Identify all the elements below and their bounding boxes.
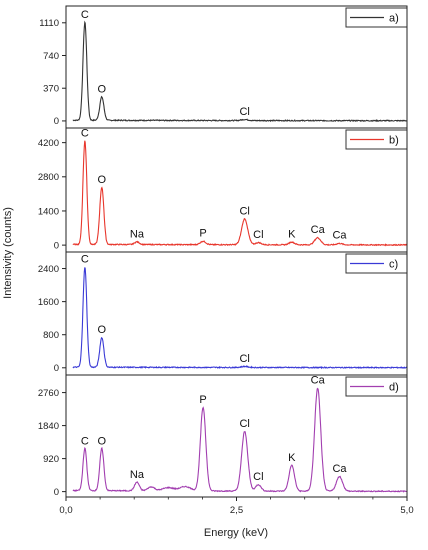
- y-tick-label: 740: [43, 51, 59, 62]
- y-tick-label: 800: [43, 330, 59, 341]
- peak-label: Ca: [332, 230, 347, 242]
- y-tick-label: 2800: [38, 172, 59, 183]
- x-axis-title: Energy (keV): [204, 527, 268, 539]
- peak-label: C: [81, 127, 89, 139]
- peak-label: Na: [130, 228, 145, 240]
- y-tick-label: 2400: [38, 264, 59, 275]
- peak-label: O: [98, 435, 107, 447]
- peak-label: C: [81, 9, 89, 21]
- y-tick-label: 1110: [39, 18, 59, 29]
- peak-label: O: [98, 84, 107, 96]
- y-axis-title: Intensivity (counts): [2, 207, 14, 299]
- y-tick-label: 0: [54, 363, 59, 374]
- spectrum-line: [72, 267, 408, 370]
- legend-label: d): [389, 382, 399, 394]
- peak-label: Cl: [253, 471, 263, 483]
- spectrum-line: [72, 387, 408, 493]
- x-tick-label: 5,0: [400, 505, 413, 516]
- y-tick-label: 920: [43, 454, 59, 465]
- peak-label: Cl: [239, 418, 249, 430]
- y-tick-label: 0: [54, 487, 59, 498]
- peak-label: O: [98, 324, 107, 336]
- x-tick-label: 0,0: [59, 505, 72, 516]
- legend-label: a): [389, 13, 399, 25]
- y-tick-label: 1400: [38, 206, 59, 217]
- y-tick-label: 1600: [38, 297, 59, 308]
- peak-label: Cl: [239, 353, 249, 365]
- peak-label: Cl: [253, 229, 263, 241]
- spectrum-panel-c: 0 800 1600 2400 C O Cl c): [38, 251, 408, 374]
- peak-label: K: [288, 452, 296, 464]
- y-tick-label: 0: [54, 240, 59, 251]
- peak-label: O: [98, 174, 107, 186]
- peak-label: Ca: [311, 224, 326, 236]
- y-tick-label: 1840: [38, 421, 59, 432]
- spectrum-line: [72, 140, 408, 247]
- spectrum-panel-b: 0 1400 2800 4200 C O Na P Cl Cl K Ca Ca b): [38, 127, 408, 251]
- spectrum-panel-d: 0 920 1840 2760 C O Na P Cl Cl K Ca Ca d): [38, 374, 408, 498]
- y-tick-label: 370: [43, 84, 59, 95]
- x-tick-label: 2,5: [230, 505, 243, 516]
- peak-label: Cl: [239, 205, 249, 217]
- axes-layer: 0,0 2,5 5,0: [59, 5, 414, 516]
- peak-label: Ca: [332, 463, 347, 475]
- legend-label: c): [389, 259, 398, 271]
- peak-label: Ca: [311, 375, 326, 387]
- y-tick-label: 0: [54, 116, 59, 127]
- spectrum-line: [72, 20, 408, 123]
- peak-label: C: [81, 435, 89, 447]
- peak-label: P: [199, 228, 206, 240]
- y-tick-label: 4200: [38, 138, 59, 149]
- peak-label: C: [81, 254, 89, 266]
- y-tick-label: 2760: [38, 388, 59, 399]
- peak-label: P: [199, 394, 206, 406]
- spectrum-panel-a: 0 370 740 1110 C O Cl a): [39, 7, 408, 127]
- legend-label: b): [389, 135, 399, 147]
- peak-label: Na: [130, 469, 145, 481]
- peak-label: Cl: [239, 106, 249, 118]
- peak-label: K: [288, 228, 296, 240]
